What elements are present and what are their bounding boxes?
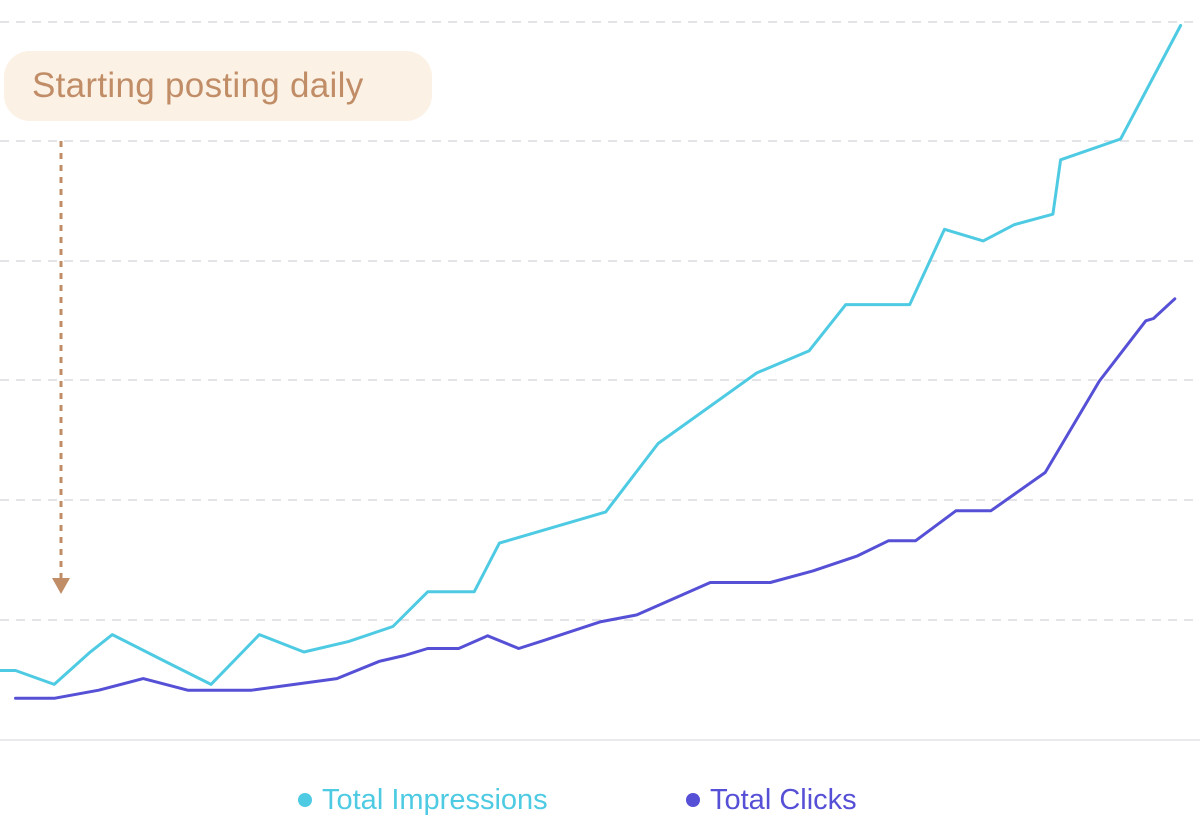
- legend-item-total-clicks[interactable]: Total Clicks: [686, 780, 857, 820]
- legend-label-total-clicks: Total Clicks: [710, 784, 857, 816]
- series-line-total-impressions: [0, 24, 1183, 686]
- legend-marker-total-impressions: [298, 793, 312, 807]
- legend-label-total-impressions: Total Impressions: [322, 784, 548, 816]
- legend-marker-total-clicks: [686, 793, 700, 807]
- annotation-text: Starting posting daily: [32, 66, 364, 105]
- annotation-callout: Starting posting daily: [4, 51, 432, 121]
- annotation-arrow-head: [52, 578, 70, 594]
- chart-legend: Total Impressions Total Clicks: [0, 780, 1200, 820]
- series-line-total-clicks: [14, 297, 1177, 700]
- legend-item-total-impressions[interactable]: Total Impressions: [298, 780, 548, 820]
